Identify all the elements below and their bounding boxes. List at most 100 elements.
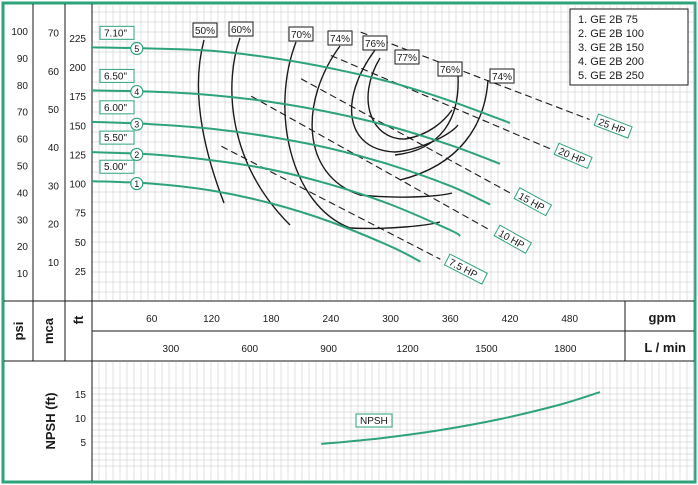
psi-tick-label: 10	[17, 269, 29, 280]
svg-text:74%: 74%	[330, 34, 350, 45]
legend: 1. GE 2B 75 2. GE 2B 100 3. GE 2B 150 4.…	[569, 8, 689, 86]
psi-tick-label: 40	[17, 188, 29, 199]
eff-curve-76b	[394, 75, 459, 156]
svg-text:76%: 76%	[440, 65, 460, 76]
mca-tick-label: 70	[48, 29, 60, 40]
tick-labels: 2550751001251501752002251020304050607080…	[11, 27, 578, 449]
lmin-tick-label: 1800	[554, 344, 577, 355]
psi-tick-label: 80	[17, 81, 29, 92]
impeller-curve-3	[91, 120, 491, 206]
eff-label-60: 60%	[228, 21, 254, 37]
impeller-size-label-5: 7.10"	[104, 28, 127, 39]
legend-item-1: 1. GE 2B 75	[578, 14, 638, 26]
ft-axis-title: ft	[71, 315, 86, 324]
gpm-tick-label: 120	[203, 314, 220, 325]
curve-number-marker-2	[130, 147, 144, 162]
mca-tick-label: 30	[48, 181, 60, 192]
curve-number-label-2: 2	[134, 150, 139, 160]
ft-tick-label: 150	[69, 121, 86, 132]
eff-label-77: 77%	[394, 49, 420, 65]
svg-text:50%: 50%	[195, 26, 215, 37]
gpm-tick-label: 180	[263, 314, 280, 325]
eff-curve-60	[231, 37, 291, 226]
curve-number-marker-5	[130, 41, 144, 56]
npsh-curve-group: NPSH	[321, 391, 601, 445]
mca-tick-label: 40	[48, 143, 60, 154]
curve-number-marker-1	[130, 176, 144, 191]
efficiency-labels: 50% 60% 70% 74% 76% 77% 76% 74%	[192, 21, 515, 84]
hp-line	[221, 145, 441, 260]
svg-text:70%: 70%	[291, 30, 311, 41]
mca-tick-label: 60	[48, 67, 60, 78]
gpm-tick-label: 360	[442, 314, 459, 325]
mca-tick-label: 50	[48, 105, 60, 116]
ft-tick-label: 175	[69, 92, 86, 103]
legend-item-2: 2. GE 2B 100	[578, 28, 644, 40]
impeller-size-label-3: 6.00"	[104, 103, 127, 114]
ft-tick-label: 25	[75, 267, 87, 278]
curve-number-label-3: 3	[134, 120, 139, 130]
legend-item-4: 4. GE 2B 200	[578, 56, 644, 68]
ft-tick-label: 200	[69, 63, 86, 74]
impeller-size-label-2: 5.50"	[104, 133, 127, 144]
ft-tick-label: 125	[69, 150, 86, 161]
curve-number-label-5: 5	[134, 44, 139, 54]
npsh-series-label: NPSH	[360, 416, 388, 427]
impeller-curve-5	[91, 46, 511, 124]
gpm-tick-label: 240	[323, 314, 340, 325]
eff-label-76b: 76%	[437, 61, 463, 77]
lmin-tick-label: 300	[163, 344, 180, 355]
svg-text:74%: 74%	[492, 72, 512, 83]
curve-number-marker-4	[130, 84, 144, 99]
npsh-axis-title: NPSH (ft)	[43, 392, 58, 449]
curve-number-label-1: 1	[134, 179, 139, 189]
ft-tick-label: 50	[75, 238, 87, 249]
eff-curve-50	[197, 39, 225, 204]
npsh-label-box	[355, 413, 393, 428]
impeller-size-box-5	[99, 25, 135, 40]
mca-tick-label: 20	[48, 220, 60, 231]
gpm-tick-label: 60	[146, 314, 158, 325]
psi-tick-label: 100	[11, 27, 28, 38]
lmin-tick-label: 1200	[396, 344, 419, 355]
eff-curve-74a	[311, 45, 453, 198]
hp-line	[300, 78, 511, 194]
impeller-size-label-1: 5.00"	[104, 162, 127, 173]
eff-curve-76a	[351, 49, 459, 153]
psi-axis-title: psi	[11, 322, 26, 341]
impeller-size-box-1	[99, 159, 135, 174]
mca-axis-title: mca	[41, 317, 56, 344]
impeller-size-box-2	[99, 130, 135, 145]
eff-curve-77	[367, 57, 453, 140]
eff-label-70: 70%	[288, 26, 314, 42]
impeller-curve-1	[91, 180, 421, 263]
psi-tick-label: 90	[17, 54, 29, 65]
psi-tick-label: 60	[17, 135, 29, 146]
gpm-axis-title: gpm	[649, 310, 676, 325]
ft-tick-label: 75	[75, 209, 87, 220]
hp-line	[330, 54, 551, 150]
impeller-size-box-3	[99, 100, 135, 115]
psi-tick-label: 30	[17, 215, 29, 226]
impeller-curves: 5.00" 1 5.50" 2 6.00" 3 6.50" 4 7.10" 5	[91, 25, 511, 263]
curve-number-label-4: 4	[134, 87, 139, 97]
legend-item-3: 3. GE 2B 150	[578, 42, 644, 54]
eff-label-50: 50%	[192, 22, 218, 38]
eff-label-74a: 74%	[327, 30, 353, 46]
eff-curve-70	[284, 41, 441, 230]
svg-text:60%: 60%	[231, 25, 251, 36]
impeller-size-label-4: 6.50"	[104, 71, 127, 82]
impeller-size-box-4	[99, 68, 135, 83]
curve-number-marker-3	[130, 117, 144, 131]
psi-tick-label: 50	[17, 162, 29, 173]
hp-line	[250, 95, 491, 231]
npsh-tick-label: 5	[80, 438, 86, 449]
legend-item-5: 5. GE 2B 250	[578, 70, 644, 82]
npsh-tick-label: 15	[75, 390, 87, 401]
npsh-curve	[321, 391, 601, 445]
npsh-tick-label: 10	[75, 414, 87, 425]
svg-text:76%: 76%	[365, 39, 385, 50]
svg-text:77%: 77%	[397, 53, 417, 64]
lmin-tick-label: 600	[241, 344, 258, 355]
